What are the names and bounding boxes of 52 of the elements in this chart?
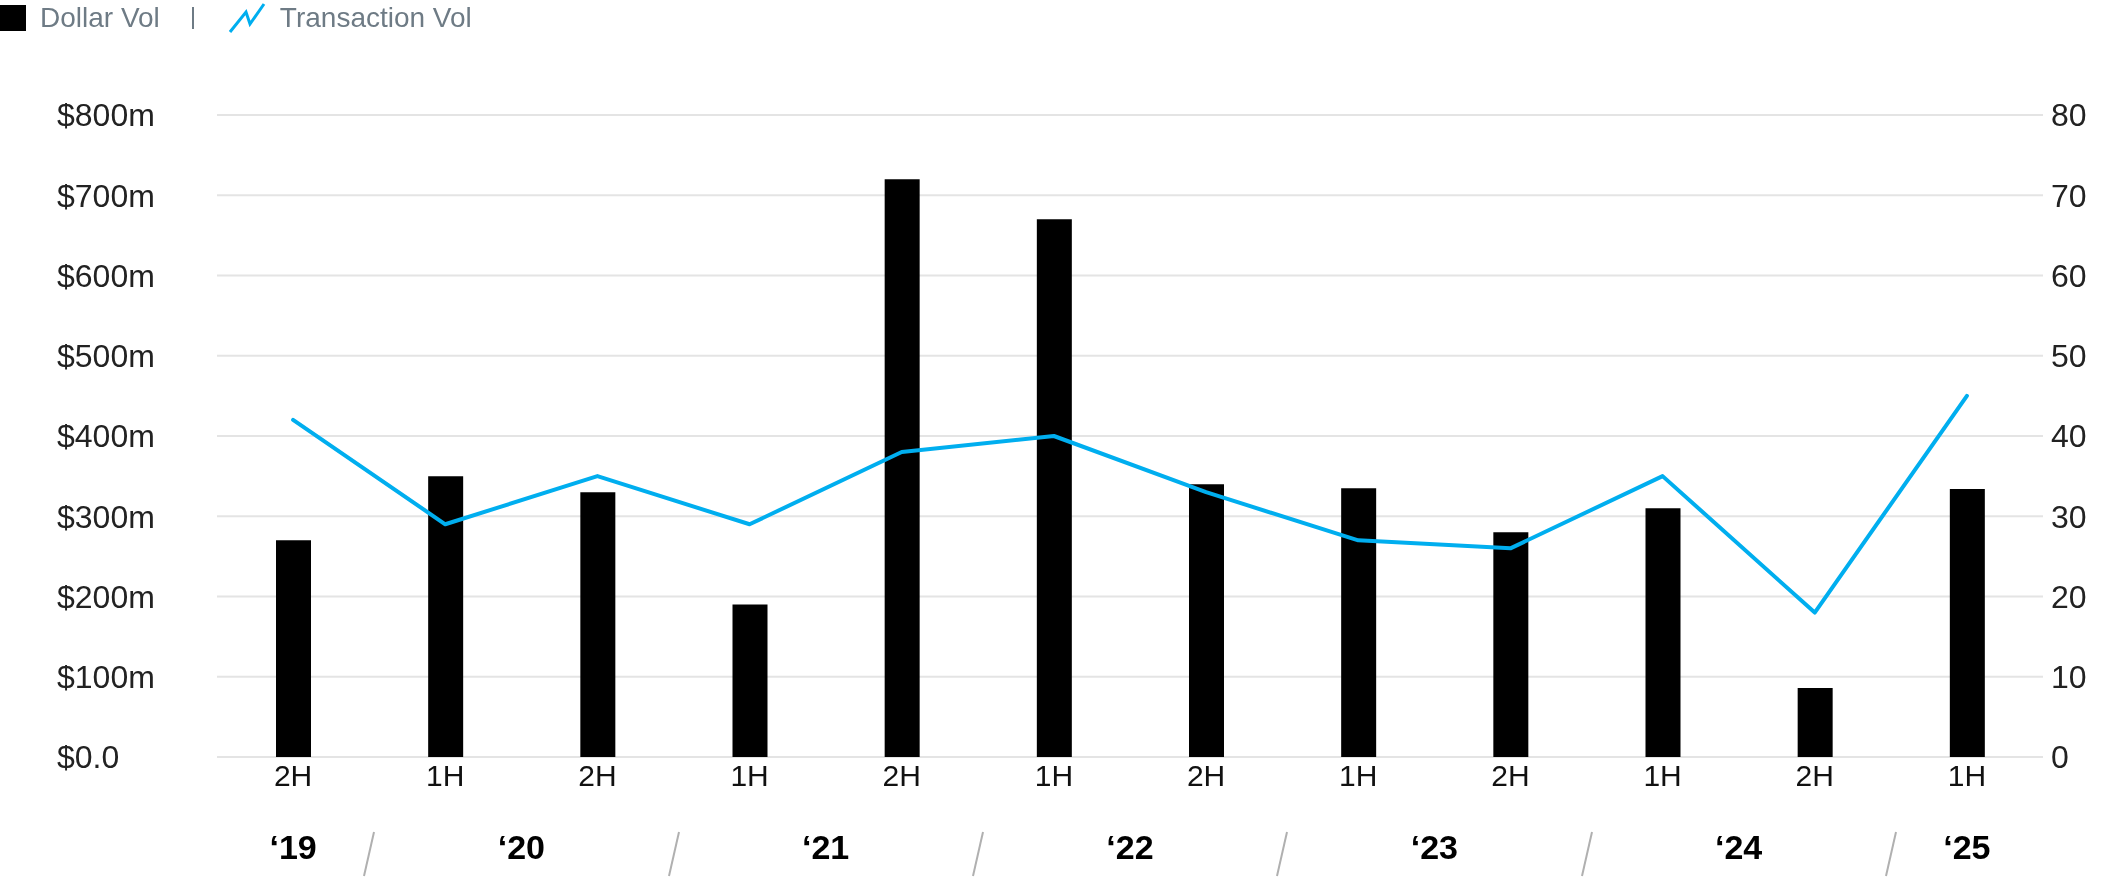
x-tick-label: 1H (1643, 759, 1682, 793)
y-tick-label: $500m (57, 338, 155, 375)
bar (580, 492, 616, 757)
y2-tick-label: 0 (2051, 739, 2069, 776)
y-tick-label: $200m (57, 578, 155, 615)
x-tick-label: 2H (1491, 759, 1530, 793)
text: ‘21 (801, 828, 851, 867)
bar (1797, 687, 1833, 757)
y-tick-label: $0.0 (57, 739, 120, 776)
x-tick-label: 2H (882, 759, 921, 793)
bar (1189, 484, 1224, 757)
y2-tick-label: 60 (2051, 257, 2087, 294)
x-tick-label: 2H (273, 759, 313, 793)
x-tick-label: 2H (578, 759, 617, 793)
x-tick-label: 1H (730, 759, 769, 793)
y-tick-label: $400m (57, 418, 155, 455)
y2-tick-label: 20 (2051, 578, 2087, 615)
x-tick-label: 1H (1947, 759, 1987, 793)
text: ‘23 (1409, 828, 1459, 867)
y2-tick-label: 10 (2051, 659, 2087, 696)
bar (276, 540, 311, 757)
y-tick-label: $300m (57, 498, 155, 535)
legend-label: Dollar Vol (40, 2, 160, 34)
y2-tick-label: 70 (2051, 177, 2087, 214)
bar (1036, 219, 1072, 757)
y-tick-label: $800m (57, 97, 155, 134)
x-tick-label: 1H (426, 759, 465, 793)
bar (1341, 488, 1377, 757)
y-tick-label: $600m (57, 257, 155, 294)
y2-tick-label: 30 (2051, 498, 2087, 535)
y-tick-label: $100m (57, 659, 155, 696)
y2-tick-label: 80 (2051, 97, 2087, 134)
bar (1645, 508, 1681, 757)
text: ‘20 (496, 828, 546, 867)
text: ‘19 (268, 828, 318, 867)
text: ‘25 (1942, 828, 1992, 867)
bar (732, 604, 768, 757)
text: ‘24 (1714, 828, 1764, 867)
text: ‘22 (1105, 828, 1155, 867)
y-tick-label: $700m (57, 177, 155, 214)
bar (1493, 532, 1529, 757)
bar (1949, 488, 1985, 757)
x-tick-label: 1H (1339, 759, 1378, 793)
x-tick-label: 1H (1034, 759, 1074, 793)
legend-label: Transaction Vol (279, 2, 472, 34)
y2-tick-label: 50 (2051, 338, 2087, 375)
y2-tick-label: 40 (2051, 418, 2087, 455)
bar (884, 179, 920, 757)
bar (428, 476, 464, 757)
x-tick-label: 2H (1795, 759, 1834, 793)
x-tick-label: 2H (1186, 759, 1226, 793)
line-series (291, 393, 1969, 615)
